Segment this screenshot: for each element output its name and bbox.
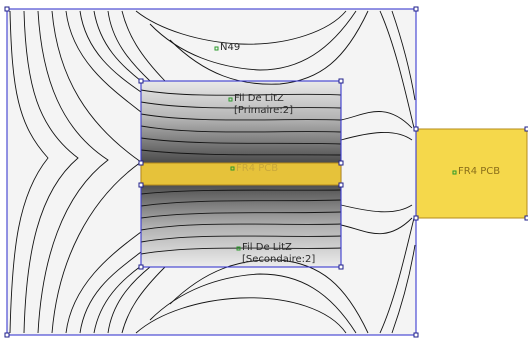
domain-boundary (6, 8, 417, 336)
core-material-label: N49 (220, 42, 240, 53)
inner-pcb-strip (140, 162, 342, 186)
outer-pcb-label: FR4 PCB (458, 166, 500, 177)
primary-label-marker (228, 97, 233, 102)
secondary-label-marker (236, 246, 241, 251)
boundary-nodes (4, 6, 528, 338)
pcb-inner-label-marker (230, 166, 235, 171)
label-markers (214, 46, 457, 251)
primary-winding-label-line2: [Primaire:2] (234, 105, 293, 116)
outer-pcb-block (415, 128, 528, 219)
secondary-winding-label-line1: Fil De LitZ (242, 242, 292, 253)
inner-pcb-label: FR4 PCB (236, 163, 278, 174)
primary-winding-label-line1: Fil De LitZ (234, 93, 284, 104)
core-label-marker (214, 46, 219, 51)
secondary-winding-label-line2: [Secondaire:2] (242, 254, 315, 265)
pcb-outer-label-marker (452, 170, 457, 175)
